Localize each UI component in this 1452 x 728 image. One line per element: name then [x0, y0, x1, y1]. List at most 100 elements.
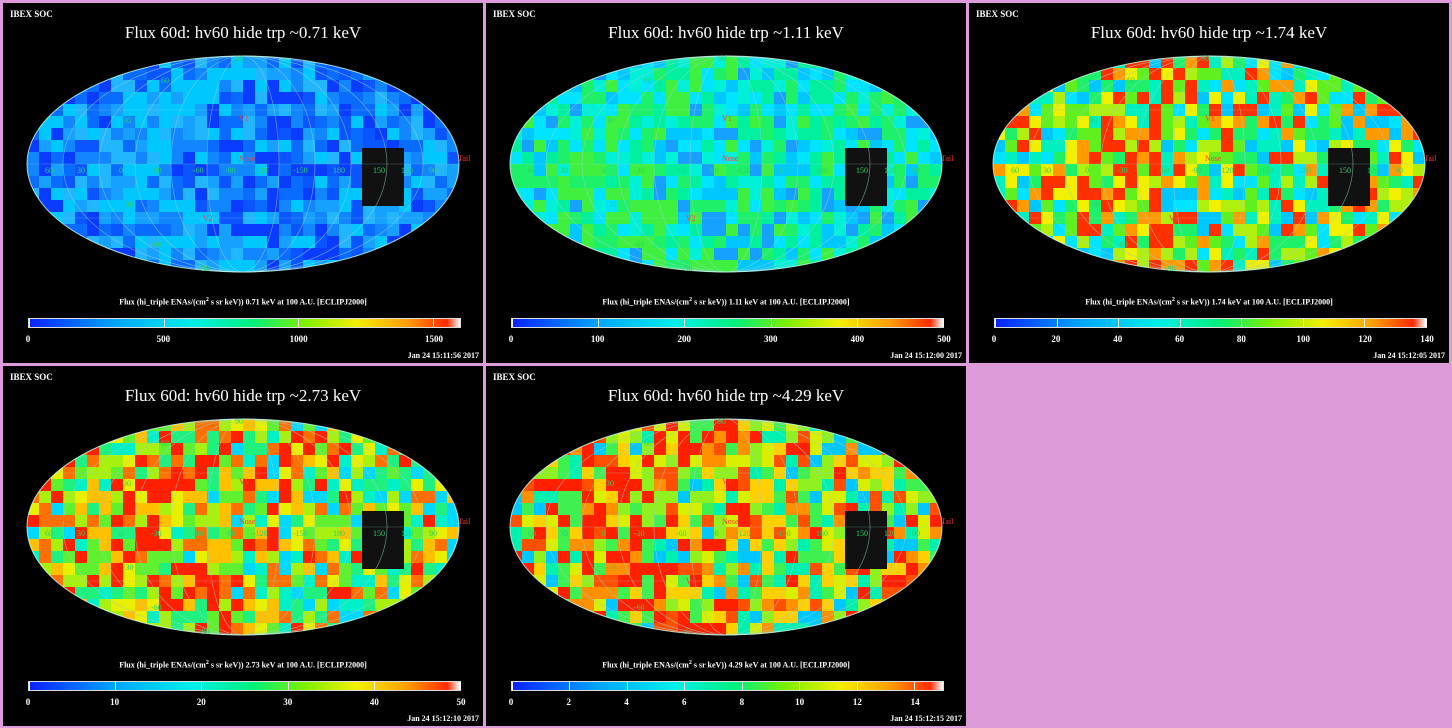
flux-pixel — [39, 212, 51, 224]
flux-pixel — [918, 419, 930, 431]
flux-pixel — [918, 188, 930, 200]
flux-pixel — [363, 92, 375, 104]
flux-pixel — [690, 128, 702, 140]
flux-pixel — [207, 431, 219, 443]
flux-pixel — [570, 260, 582, 272]
flux-pixel — [702, 503, 714, 515]
flux-pixel — [1221, 104, 1233, 116]
flux-pixel — [1197, 176, 1209, 188]
flux-pixel — [993, 236, 1005, 248]
flux-pixel — [423, 587, 435, 599]
flux-pixel — [1233, 116, 1245, 128]
flux-pixel — [1053, 212, 1065, 224]
colorbar-tick — [856, 319, 858, 327]
flux-pixel — [27, 563, 39, 575]
flux-pixel — [1377, 176, 1389, 188]
flux-pixel — [195, 104, 207, 116]
flux-pixel — [195, 419, 207, 431]
flux-pixel — [750, 80, 762, 92]
flux-pixel — [411, 515, 423, 527]
colorbar-tick — [1364, 319, 1366, 327]
flux-pixel — [399, 467, 411, 479]
flux-pixel — [1245, 116, 1257, 128]
flux-pixel — [87, 56, 99, 68]
flux-pixel — [351, 515, 363, 527]
colorbar-tick-label: 20 — [1051, 334, 1061, 344]
flux-pixel — [75, 515, 87, 527]
flux-pixel — [339, 491, 351, 503]
flux-pixel — [642, 587, 654, 599]
flux-pixel — [1269, 140, 1281, 152]
flux-pixel — [267, 200, 279, 212]
flux-pixel — [774, 587, 786, 599]
flux-pixel — [99, 587, 111, 599]
flux-pixel — [726, 575, 738, 587]
flux-pixel — [39, 551, 51, 563]
flux-pixel — [27, 455, 39, 467]
flux-pixel — [558, 611, 570, 623]
flux-pixel — [1413, 152, 1425, 164]
flux-pixel — [834, 92, 846, 104]
flux-pixel — [411, 164, 423, 176]
flux-pixel — [375, 92, 387, 104]
flux-pixel — [798, 116, 810, 128]
latitude-label: 30 — [123, 116, 131, 125]
flux-pixel — [399, 224, 411, 236]
latitude-label: 60 — [1127, 76, 1135, 85]
latitude-label: -90 — [199, 264, 210, 273]
flux-pixel — [351, 92, 363, 104]
flux-pixel — [63, 419, 75, 431]
flux-pixel — [1245, 68, 1257, 80]
flux-pixel — [690, 68, 702, 80]
flux-pixel — [870, 491, 882, 503]
longitude-label: -120 — [253, 529, 268, 538]
flux-pixel — [303, 212, 315, 224]
flux-pixel — [810, 455, 822, 467]
flux-pixel — [510, 479, 522, 491]
flux-pixel — [327, 443, 339, 455]
flux-pixel — [1161, 248, 1173, 260]
flux-pixel — [1005, 80, 1017, 92]
flux-pixel — [447, 164, 459, 176]
latitude-label: 90 — [1201, 54, 1209, 63]
flux-pixel — [1209, 152, 1221, 164]
flux-pixel — [546, 152, 558, 164]
flux-pixel — [63, 623, 75, 635]
flux-pixel — [546, 467, 558, 479]
flux-pixel — [678, 104, 690, 116]
flux-pixel — [1269, 224, 1281, 236]
flux-pixel — [99, 455, 111, 467]
flux-pixel — [1221, 212, 1233, 224]
flux-pixel — [582, 92, 594, 104]
flux-pixel — [1293, 200, 1305, 212]
flux-pixel — [546, 419, 558, 431]
flux-pixel — [315, 467, 327, 479]
flux-pixel — [906, 491, 918, 503]
flux-pixel — [606, 260, 618, 272]
flux-pixel — [267, 575, 279, 587]
flux-pixel — [303, 599, 315, 611]
flux-pixel — [183, 140, 195, 152]
flux-pixel — [738, 527, 750, 539]
flux-pixel — [99, 419, 111, 431]
flux-pixel — [798, 164, 810, 176]
flux-pixel — [1149, 80, 1161, 92]
flux-pixel — [726, 527, 738, 539]
flux-pixel — [243, 176, 255, 188]
flux-pixel — [1029, 92, 1041, 104]
flux-pixel — [546, 200, 558, 212]
flux-pixel — [930, 443, 942, 455]
flux-pixel — [810, 431, 822, 443]
flux-pixel — [87, 467, 99, 479]
flux-pixel — [618, 236, 630, 248]
flux-pixel — [522, 92, 534, 104]
flux-pixel — [351, 575, 363, 587]
flux-pixel — [714, 224, 726, 236]
flux-pixel — [738, 431, 750, 443]
flux-pixel — [243, 68, 255, 80]
flux-pixel — [690, 431, 702, 443]
flux-pixel — [255, 164, 267, 176]
flux-pixel — [1245, 104, 1257, 116]
flux-pixel — [918, 455, 930, 467]
flux-pixel — [279, 539, 291, 551]
